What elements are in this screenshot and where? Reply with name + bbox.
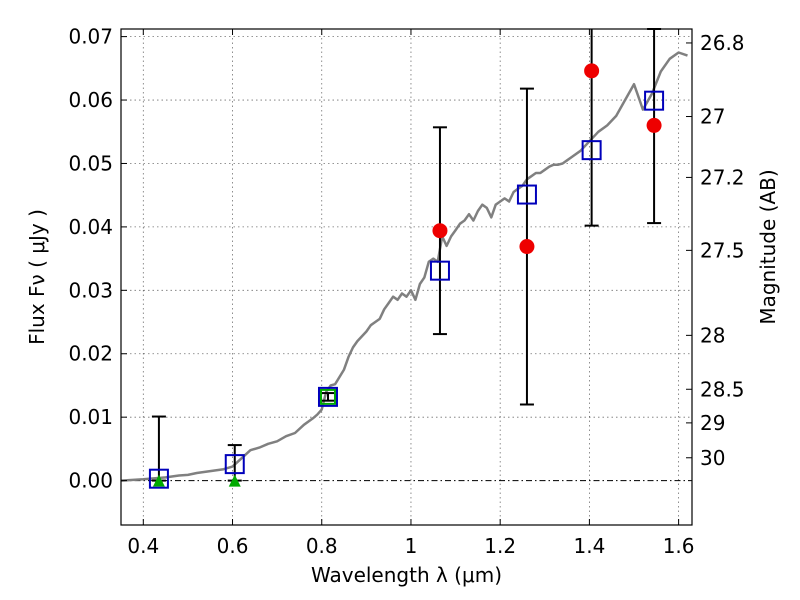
- upper-limit-point: [319, 388, 336, 405]
- y-tick-label: 0.05: [68, 151, 113, 175]
- y-axis-label: Flux Fν ( μJy ): [25, 209, 49, 345]
- y-tick-label: 0.02: [68, 342, 113, 366]
- model-band-flux-point: [516, 184, 537, 205]
- x-tick-label: 1.2: [484, 534, 516, 558]
- model-band-flux-point: [581, 140, 602, 161]
- observed-flux-point: [432, 223, 448, 239]
- right-axis-tick-label: 27: [700, 105, 725, 129]
- model-band-flux-point: [644, 90, 665, 111]
- right-axis-tick-label: 27.2: [700, 165, 745, 189]
- x-tick-label: 1.4: [573, 534, 605, 558]
- model-band-flux-point: [317, 386, 338, 407]
- right-axis-tick-label: 30: [700, 446, 725, 470]
- model-band-flux-point: [429, 260, 450, 281]
- x-tick-label: 1: [405, 534, 418, 558]
- right-axis-tick-label: 28: [700, 323, 725, 347]
- x-tick-label: 1.6: [663, 534, 695, 558]
- observed-flux-point: [519, 239, 535, 255]
- x-axis-label: Wavelength λ (μm): [311, 563, 502, 587]
- plot-frame: [120, 28, 693, 526]
- y-tick-label: 0.04: [68, 215, 113, 239]
- data-markers: [148, 63, 665, 489]
- right-axis-tick-label: 28.5: [700, 377, 745, 401]
- y-tick-label: 0.07: [68, 25, 113, 49]
- observed-flux-point: [584, 63, 600, 79]
- model-spectrum-line: [120, 51, 688, 482]
- right-axis-tick-label: 27.5: [700, 238, 745, 262]
- x-tick-label: 0.4: [127, 534, 159, 558]
- upper-limit-point: [228, 474, 241, 487]
- axis-ticks: 0.4 0.6 0.8 1 1.2 1.4 1.6 0.00 0.01 0.02 0.03 0.04 0…: [68, 25, 744, 558]
- y-tick-label: 0.03: [68, 278, 113, 302]
- right-axis-tick-label: 26.8: [700, 31, 745, 55]
- upper-limit-point: [152, 474, 165, 487]
- model-band-flux-point: [224, 454, 245, 475]
- x-tick-label: 0.8: [306, 534, 338, 558]
- error-bars: [151, 28, 662, 482]
- y-tick-label: 0.01: [68, 405, 113, 429]
- y-tick-label: 0.00: [68, 469, 113, 493]
- right-axis-tick-label: 29: [700, 411, 725, 435]
- observed-flux-point: [646, 117, 662, 133]
- right-axis-label: Magnitude (AB): [756, 169, 780, 324]
- model-band-flux-point: [148, 468, 169, 489]
- grid-layer: [121, 29, 692, 525]
- y-tick-label: 0.06: [68, 88, 113, 112]
- x-tick-label: 0.6: [217, 534, 249, 558]
